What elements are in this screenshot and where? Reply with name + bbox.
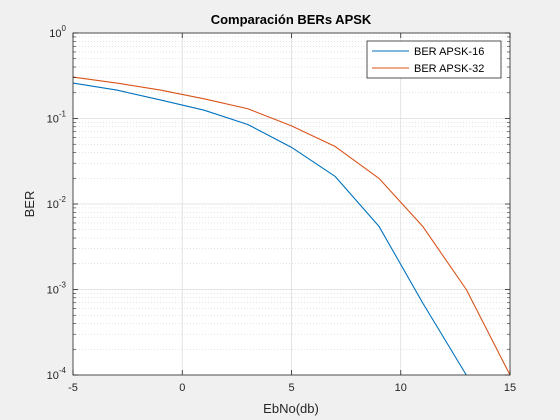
y-tick-label: 10-4 (47, 366, 67, 382)
series-line-2 (72, 76, 511, 376)
x-tick-label: 0 (179, 382, 185, 394)
x-tick-labels: -5 0 5 10 15 (68, 382, 516, 394)
minor-grid (73, 36, 510, 350)
chart-title: Comparación BERs APSK (211, 12, 372, 27)
legend-label-2: BER APSK-32 (414, 63, 484, 75)
legend-box (366, 40, 502, 79)
y-tick-label: 10-2 (47, 195, 67, 211)
legend: BER APSK-16 BER APSK-32 (366, 40, 502, 79)
y-tick-label: 100 (49, 24, 66, 40)
y-axis-label: BER (22, 191, 37, 218)
x-tick-label: -5 (68, 382, 78, 394)
y-tick-label: 10-1 (47, 110, 67, 126)
x-tick-label: 10 (395, 382, 407, 394)
x-axis-label: EbNo(db) (263, 401, 319, 416)
series-line-1 (72, 82, 467, 376)
legend-label-1: BER APSK-16 (414, 46, 484, 58)
x-tick-label: 5 (288, 382, 294, 394)
y-tick-label: 10-3 (47, 281, 67, 297)
series-layer (72, 76, 511, 376)
x-tick-label: 15 (504, 382, 516, 394)
axis-ticks (72, 32, 511, 376)
y-tick-labels: 100 10-1 10-2 10-3 10-4 (47, 24, 67, 382)
